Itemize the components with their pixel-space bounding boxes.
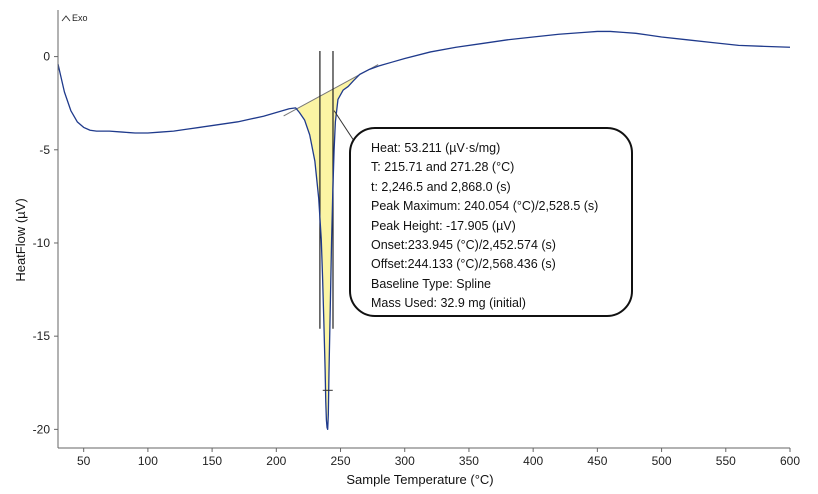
x-tick-label: 350 bbox=[459, 454, 479, 468]
x-tick-label: 300 bbox=[395, 454, 415, 468]
peak-area bbox=[296, 70, 368, 430]
y-tick-label: -20 bbox=[33, 422, 51, 436]
time-range: t: 2,246.5 and 2,868.0 (s) bbox=[371, 179, 511, 194]
exo-label: Exo bbox=[72, 13, 88, 23]
x-tick-label: 250 bbox=[331, 454, 351, 468]
axes bbox=[57, 10, 790, 449]
x-tick-label: 450 bbox=[587, 454, 607, 468]
x-tick-label: 150 bbox=[202, 454, 222, 468]
onset: Onset:233.945 (°C)/2,452.574 (s) bbox=[371, 238, 556, 253]
x-tick-label: 100 bbox=[138, 454, 158, 468]
heat-result: Heat: 53.211 (µV·s/mg) bbox=[371, 141, 501, 155]
baseline-type: Baseline Type: Spline bbox=[371, 276, 491, 291]
peak-height: Peak Height: -17.905 (µV) bbox=[371, 218, 516, 233]
plot-area bbox=[57, 30, 791, 431]
peak-analysis-callout: Heat: 53.211 (µV·s/mg) T: 215.71 and 271… bbox=[349, 127, 633, 317]
mass-used: Mass Used: 32.9 mg (initial) bbox=[371, 296, 526, 311]
y-tick-label: -10 bbox=[33, 236, 51, 250]
offset: Offset:244.133 (°C)/2,568.436 (s) bbox=[371, 257, 556, 272]
x-tick-label: 550 bbox=[716, 454, 736, 468]
exo-marker: Exo bbox=[61, 13, 88, 23]
y-tick-label: -15 bbox=[33, 329, 51, 343]
y-tick-label: 0 bbox=[43, 50, 50, 64]
heatflow-curve bbox=[57, 30, 791, 431]
x-tick-label: 50 bbox=[77, 454, 91, 468]
x-tick-label: 600 bbox=[780, 454, 800, 468]
x-axis-title: Sample Temperature (°C) bbox=[346, 472, 493, 487]
x-tick-label: 500 bbox=[652, 454, 672, 468]
x-tick-label: 200 bbox=[266, 454, 286, 468]
tick-marks: 50 100 150 200 250 300 350 400 450 500 550 600 0 -5 -1… bbox=[33, 50, 801, 468]
y-axis-title: HeatFlow (µV) bbox=[13, 198, 28, 281]
exo-arrow-icon bbox=[61, 15, 71, 22]
x-tick-label: 400 bbox=[523, 454, 543, 468]
y-tick-label: -5 bbox=[39, 143, 50, 157]
temperature-range: T: 215.71 and 271.28 (°C) bbox=[371, 160, 515, 175]
peak-maximum: Peak Maximum: 240.054 (°C)/2,528.5 (s) bbox=[371, 199, 599, 214]
